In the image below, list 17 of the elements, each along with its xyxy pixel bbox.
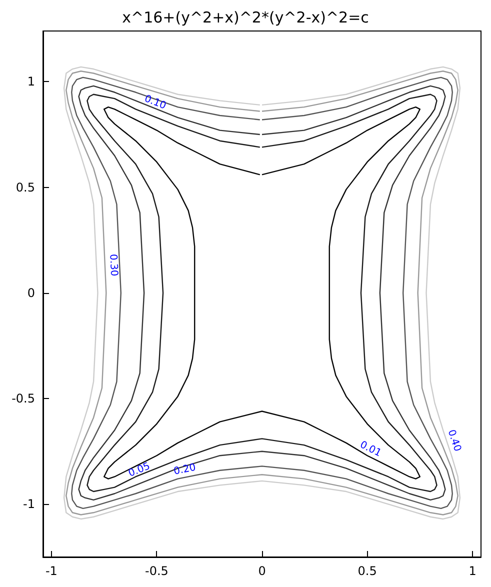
y-tick-label: -0.5 <box>12 392 35 406</box>
annotation: 0.10 <box>142 93 168 112</box>
annotation: 0.20 <box>172 462 197 478</box>
x-tick-label: 1 <box>468 564 476 578</box>
x-tick-label: -0.5 <box>145 564 168 578</box>
y-tick-label: 0 <box>27 286 35 300</box>
annotation: 0.30 <box>107 254 120 277</box>
annotation: 0.40 <box>445 428 463 454</box>
y-tick-label: 1 <box>27 74 35 89</box>
chart-title: x^16+(y^2+x)^2*(y^2-x)^2=c <box>122 8 369 26</box>
x-tick-label: -1 <box>45 564 58 578</box>
annotation: 0.05 <box>127 460 152 480</box>
y-tick-label: -1 <box>23 497 35 512</box>
x-tick-label: 0.5 <box>358 564 377 578</box>
annotation: 0.01 <box>358 439 383 460</box>
y-tick-label: 0.5 <box>16 180 35 194</box>
x-tick-label: 0 <box>258 564 266 578</box>
